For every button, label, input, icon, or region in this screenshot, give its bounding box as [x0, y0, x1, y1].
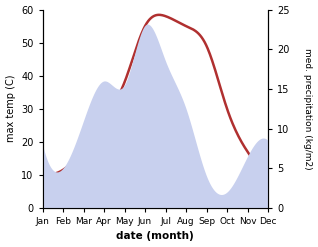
- X-axis label: date (month): date (month): [116, 231, 194, 242]
- Y-axis label: max temp (C): max temp (C): [5, 75, 16, 143]
- Y-axis label: med. precipitation (kg/m2): med. precipitation (kg/m2): [303, 48, 313, 169]
